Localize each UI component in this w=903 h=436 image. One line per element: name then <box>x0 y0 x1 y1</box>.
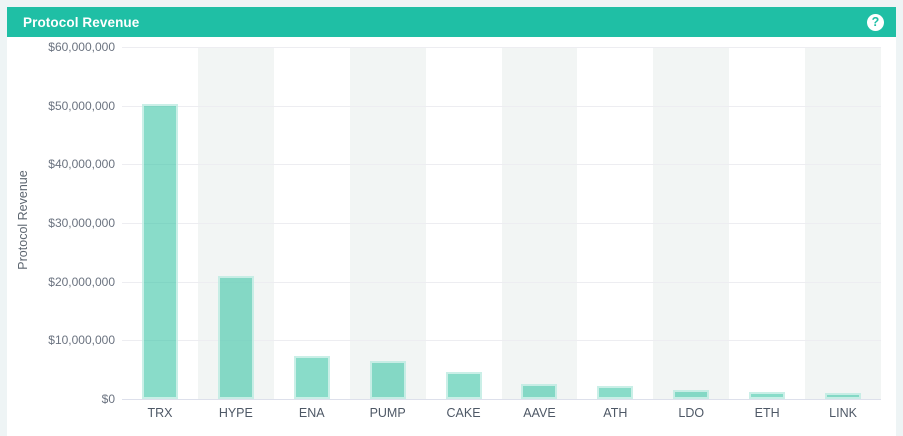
protocol-revenue-chart: Protocol Revenue $0 $10,000,000 $20,000,00… <box>7 37 896 436</box>
bar-pump[interactable] <box>369 360 406 399</box>
bar-aave[interactable] <box>521 383 558 399</box>
y-tick-label: $50,000,000 <box>48 98 115 113</box>
gridline <box>122 223 881 224</box>
bar-hype[interactable] <box>217 275 254 399</box>
x-axis-line <box>122 399 881 400</box>
x-tick-label: ETH <box>754 406 780 420</box>
x-tick-label: CAKE <box>446 406 481 420</box>
x-tick-label: AAVE <box>523 406 556 420</box>
bar-trx[interactable] <box>141 103 178 399</box>
protocol-revenue-panel: Protocol Revenue ? Protocol Revenue $0 $1… <box>7 7 896 436</box>
gridline <box>122 47 881 48</box>
bar-ath[interactable] <box>597 385 634 399</box>
x-tick-label: LINK <box>829 406 857 420</box>
x-tick-label: HYPE <box>218 406 253 420</box>
bar-link[interactable] <box>825 392 862 399</box>
x-tick-label: ENA <box>298 406 325 420</box>
x-tick-label: LDO <box>678 406 705 420</box>
bar-eth[interactable] <box>749 391 786 399</box>
y-tick-label: $30,000,000 <box>48 216 115 230</box>
y-tick-label: $10,000,000 <box>48 333 115 348</box>
bar-ena[interactable] <box>293 355 330 399</box>
panel-title: Protocol Revenue <box>23 14 140 30</box>
x-tick-label: ATH <box>603 406 628 420</box>
help-icon[interactable]: ? <box>867 13 884 31</box>
gridline <box>122 105 881 107</box>
x-tick-label: TRX <box>147 406 173 420</box>
y-tick-label: $20,000,000 <box>48 274 115 289</box>
bar-cake[interactable] <box>445 372 482 399</box>
gridline <box>122 164 881 166</box>
y-tick-label: $40,000,000 <box>48 157 115 172</box>
y-tick-label: $0 <box>101 392 115 406</box>
gridline <box>122 281 881 283</box>
bar-ldo[interactable] <box>673 390 710 399</box>
panel-header: Protocol Revenue ? <box>7 7 896 37</box>
x-tick-label: PUMP <box>369 406 406 420</box>
gridline <box>122 340 881 342</box>
y-tick-label: $60,000,000 <box>48 40 115 54</box>
